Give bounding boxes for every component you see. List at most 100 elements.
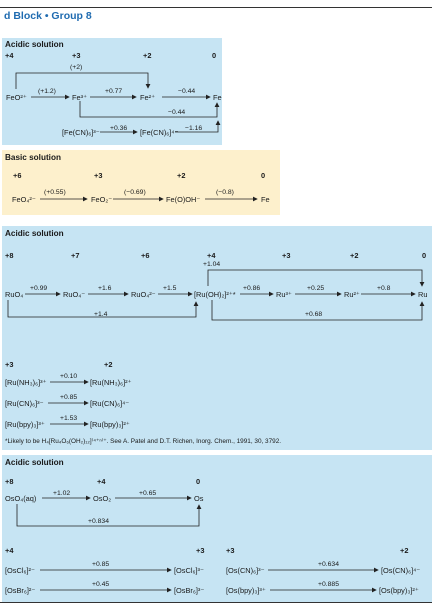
potential-label: +0.36: [110, 125, 128, 132]
species-label: FeO₂⁻: [91, 195, 113, 204]
ox-state: +8: [5, 251, 14, 260]
potential-label: +1.04: [203, 261, 221, 268]
species-label: OsO₂: [93, 494, 112, 503]
species-label: Ru: [418, 290, 428, 299]
species-label: [Fe(CN)₆]⁴⁻: [140, 128, 179, 137]
species-label: [Fe(CN)₆]³⁻: [62, 128, 100, 137]
ox-state: +2: [350, 251, 359, 260]
potential-label: +0.77: [105, 88, 123, 95]
species-label: Ru³⁺: [276, 290, 292, 299]
ox-state: +3: [5, 360, 14, 369]
species-label: Fe³⁺: [72, 93, 87, 102]
complex-left: [Ru(bpy)₃]³⁺: [5, 420, 45, 429]
potential-label: +0.8: [377, 285, 391, 292]
panel-title: Acidic solution: [5, 229, 64, 238]
potential-label: +0.85: [92, 561, 110, 568]
potential-label: +0.85: [60, 394, 78, 401]
potential-label: (+0.55): [44, 189, 66, 196]
arrow: [211, 300, 425, 321]
potential-label: +1.6: [98, 285, 112, 292]
potential-label: +1.53: [60, 415, 78, 422]
complex-left: [OsCl₆]²⁻: [5, 566, 35, 575]
ox-state: +2: [104, 360, 113, 369]
complex-right: [Os(bpy)₃]²⁺: [379, 586, 419, 595]
species-label: Fe²⁺: [140, 93, 155, 102]
arrow: [16, 504, 202, 527]
potential-label: +0.834: [88, 518, 109, 525]
potential-label: +0.99: [30, 285, 48, 292]
species-label: RuO₄²⁻: [131, 290, 156, 299]
ox-state: +3: [196, 546, 205, 555]
species-label: Os: [194, 494, 204, 503]
panel-title: Acidic solution: [5, 40, 64, 49]
ox-state: +7: [71, 251, 80, 260]
ox-state: +3: [72, 51, 81, 60]
arrow: [7, 300, 199, 318]
potential-label: (+2): [70, 64, 83, 71]
ox-state: +4: [207, 251, 216, 260]
potential-label: +0.634: [318, 561, 339, 568]
page-title: d Block • Group 8: [4, 10, 92, 22]
footnote: *Likely to be H₄[Ru₄O₆(OH₂)₁₂]⁽⁴⁺ⁿ⁾⁺. Se…: [5, 438, 282, 445]
potential-label: +0.45: [92, 581, 110, 588]
ox-state: 0: [261, 171, 266, 180]
species-label: [Ru(OH)₂]²⁺*: [194, 290, 236, 299]
arrow: [79, 101, 220, 118]
arrow: [175, 120, 221, 133]
ox-state: +3: [282, 251, 291, 260]
ox-state: 0: [196, 477, 201, 486]
ox-state: +8: [5, 477, 14, 486]
page-header: d Block • Group 8: [0, 7, 432, 25]
species-label: Ru²⁺: [344, 290, 360, 299]
fe-acidic-panel: [2, 38, 222, 145]
species-label: Fe(O)OH⁻: [166, 195, 201, 204]
potential-label: +1.4: [94, 311, 108, 318]
complex-right: [Ru(bpy)₃]²⁺: [90, 420, 130, 429]
species-label: FeO²⁺: [6, 93, 27, 102]
potential-label: +0.68: [305, 311, 323, 318]
os-acidic-panel: [2, 455, 432, 602]
panel-title: Basic solution: [5, 153, 61, 162]
potential-label: −1.16: [185, 125, 203, 132]
complex-left: [OsBr₆]²⁻: [5, 586, 36, 595]
arrow: [207, 269, 425, 287]
complex-right: [OsBr₆]³⁻: [174, 586, 205, 595]
potential-label: +0.885: [318, 581, 339, 588]
ox-state: 0: [212, 51, 217, 60]
species-label: FeO₄²⁻: [12, 195, 36, 204]
panel-title: Acidic solution: [5, 458, 64, 467]
potential-label: (−0.69): [124, 189, 146, 196]
bottom-rule: [0, 602, 432, 603]
complex-left: [Os(bpy)₃]³⁺: [226, 586, 266, 595]
ox-state: +6: [141, 251, 150, 260]
ox-state: +2: [400, 546, 409, 555]
complex-right: [Ru(NH₃)₆]²⁺: [90, 378, 132, 387]
header-rule: [0, 7, 432, 8]
ox-state: +4: [5, 51, 14, 60]
complex-left: [Ru(NH₃)₆]³⁺: [5, 378, 47, 387]
ox-state: +3: [94, 171, 103, 180]
potential-label: +0.25: [307, 285, 325, 292]
ox-state: +4: [5, 546, 14, 555]
complex-left: [Os(CN)₆]³⁻: [226, 566, 265, 575]
potential-label: (−0.8): [216, 189, 234, 196]
potential-label: +0.86: [243, 285, 261, 292]
arrow: [15, 72, 151, 89]
potential-label: −0.44: [178, 88, 196, 95]
complex-right: [Os(CN)₆]⁴⁻: [381, 566, 421, 575]
complex-right: [Ru(CN)₆]⁴⁻: [90, 399, 130, 408]
ox-state: +3: [226, 546, 235, 555]
ox-state: +6: [13, 171, 22, 180]
complex-right: [OsCl₆]³⁻: [174, 566, 204, 575]
species-label: OsO₄(aq): [5, 494, 37, 503]
potential-label: +1.02: [53, 490, 71, 497]
species-label: Fe: [213, 93, 222, 102]
potential-label: +0.10: [60, 373, 78, 380]
species-label: RuO₄: [5, 290, 24, 299]
